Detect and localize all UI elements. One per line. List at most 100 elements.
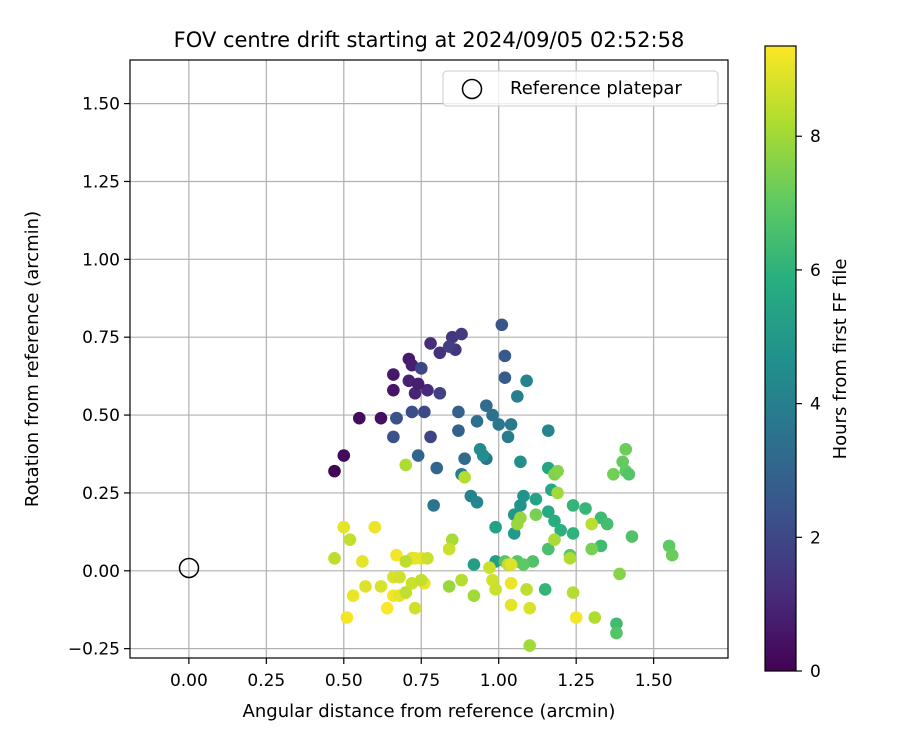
data-point	[585, 517, 598, 531]
data-point	[368, 520, 382, 534]
y-tick-label: −0.25	[68, 640, 120, 660]
y-tick-label: 1.50	[82, 95, 120, 115]
data-point	[470, 495, 484, 509]
data-point	[619, 443, 633, 456]
data-point	[541, 542, 555, 556]
data-point	[551, 486, 564, 500]
x-tick-label: 0.50	[325, 671, 363, 691]
data-point	[551, 464, 564, 478]
colorbar-ticks: 0 2 4 6 8	[796, 127, 821, 682]
data-point	[414, 573, 428, 587]
data-point	[566, 499, 580, 512]
legend-box	[442, 70, 719, 107]
data-point	[480, 399, 493, 413]
legend-marker	[461, 78, 483, 100]
data-point	[340, 611, 354, 624]
data-point	[504, 598, 518, 612]
data-point	[548, 514, 561, 528]
data-point	[511, 517, 524, 531]
data-point	[352, 411, 366, 425]
data-point	[470, 414, 484, 428]
y-tick-label: 0.00	[82, 562, 120, 582]
x-tick-label: 1.00	[480, 671, 518, 691]
data-point	[514, 455, 527, 469]
data-point	[328, 464, 341, 478]
data-point	[427, 499, 440, 512]
data-point	[421, 383, 434, 397]
data-point	[489, 520, 502, 534]
y-tick-label: 1.25	[82, 172, 120, 192]
data-point	[455, 573, 468, 587]
data-point	[442, 340, 456, 353]
data-point	[442, 542, 456, 556]
data-point	[337, 520, 351, 534]
data-point	[511, 390, 524, 403]
data-point	[442, 580, 456, 593]
data-point	[390, 548, 403, 562]
colorbar-label: Hours from first FF file	[830, 259, 851, 460]
data-point	[455, 327, 468, 341]
data-point	[486, 408, 499, 422]
colorbar-tick-label: 8	[810, 127, 821, 147]
data-point	[346, 589, 360, 603]
data-point	[387, 368, 400, 381]
data-point	[452, 405, 465, 419]
data-point	[529, 508, 543, 522]
data-point	[492, 418, 506, 431]
data-point	[424, 430, 437, 444]
data-point	[452, 424, 465, 437]
data-point	[467, 558, 481, 571]
data-point	[411, 377, 425, 391]
y-tick-label: 0.75	[82, 328, 120, 348]
data-point	[411, 449, 425, 462]
data-point	[433, 346, 447, 360]
data-point	[393, 570, 406, 584]
data-point	[356, 555, 369, 568]
data-point	[554, 524, 567, 537]
colorbar-gradient	[764, 45, 797, 672]
data-point	[504, 576, 518, 590]
data-point	[495, 318, 509, 332]
colorbar: 0 2 4 6 8 Hours from first FF file	[764, 45, 851, 682]
x-tick-label: 0.25	[247, 671, 285, 691]
y-axis-ticks: −0.25 0.00 0.25 0.50 0.75 1.00 1.25 1.50	[68, 95, 130, 660]
x-tick-label: 0.00	[170, 671, 208, 691]
data-point	[622, 467, 636, 481]
data-point	[625, 530, 639, 543]
data-point	[529, 492, 543, 506]
reference-marker	[178, 557, 200, 579]
data-point	[337, 449, 351, 462]
plot-frame	[129, 59, 729, 659]
data-point	[387, 430, 400, 444]
colorbar-tick-label: 0	[810, 662, 821, 682]
colorbar-tick-label: 2	[810, 528, 821, 548]
y-tick-label: 0.50	[82, 406, 120, 426]
data-point	[514, 499, 527, 512]
data-points	[328, 318, 679, 652]
data-point	[613, 567, 626, 581]
data-point	[538, 583, 552, 596]
data-point	[498, 349, 512, 363]
data-point	[579, 502, 592, 515]
data-point	[504, 418, 518, 431]
y-tick-label: 1.00	[82, 250, 120, 270]
data-point	[498, 371, 512, 384]
colorbar-tick-label: 4	[810, 395, 821, 415]
colorbar-tick-label: 6	[810, 261, 821, 281]
data-point	[489, 583, 502, 596]
data-point	[548, 533, 561, 546]
data-point	[405, 405, 419, 419]
data-point	[399, 555, 413, 568]
data-point	[607, 467, 620, 481]
data-point	[387, 383, 400, 397]
data-point	[520, 583, 533, 596]
data-point	[380, 601, 394, 615]
data-point	[458, 471, 471, 484]
data-point	[476, 449, 490, 462]
data-point	[483, 561, 496, 574]
data-point	[541, 505, 555, 518]
data-point	[374, 411, 388, 425]
chart-title: FOV centre drift starting at 2024/09/05 …	[174, 28, 685, 52]
data-point	[566, 586, 580, 599]
